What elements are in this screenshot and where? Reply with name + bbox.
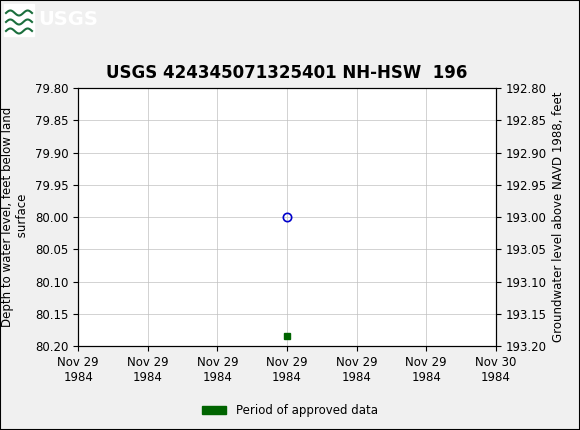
Legend: Period of approved data: Period of approved data — [198, 399, 382, 422]
Bar — [4, 4, 34, 36]
Text: USGS: USGS — [38, 10, 98, 30]
Y-axis label: Depth to water level, feet below land
 surface: Depth to water level, feet below land su… — [1, 107, 30, 327]
Y-axis label: Groundwater level above NAVD 1988, feet: Groundwater level above NAVD 1988, feet — [552, 92, 566, 342]
Title: USGS 424345071325401 NH-HSW  196: USGS 424345071325401 NH-HSW 196 — [106, 64, 468, 83]
